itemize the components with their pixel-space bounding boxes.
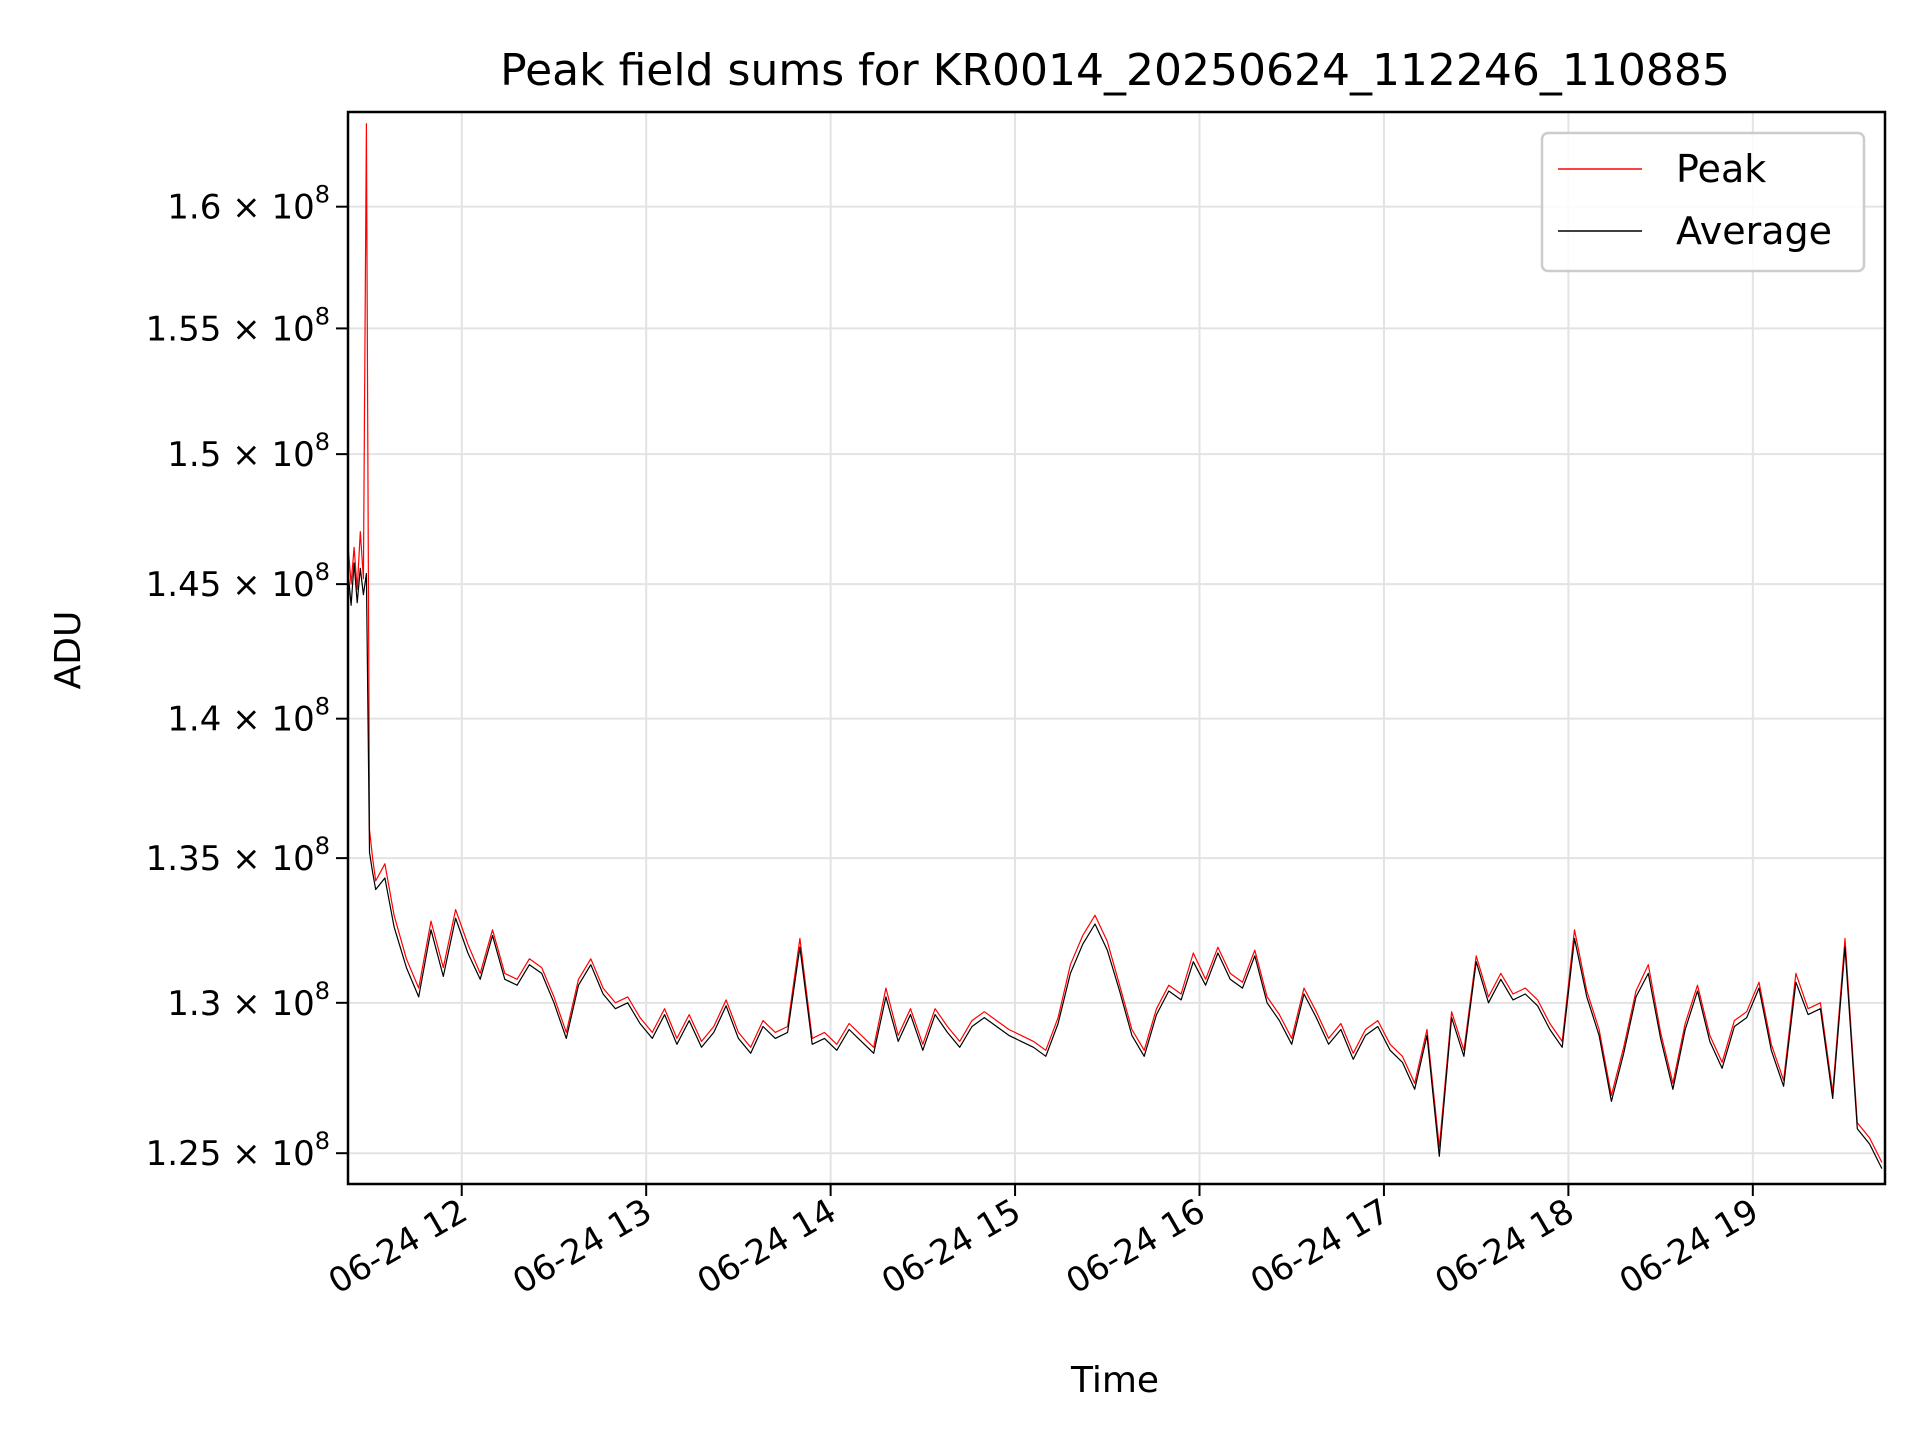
y-tick-label: 1.5 × 108 <box>167 428 330 475</box>
legend-label-peak: Peak <box>1676 147 1766 191</box>
series-line-average <box>348 562 1883 1169</box>
y-tick-mantissa: 1.5 <box>167 435 221 475</box>
y-tick-label: 1.3 × 108 <box>167 977 330 1024</box>
y-tick-times: × 10 <box>221 565 314 605</box>
x-tick-label: 06-24 14 <box>691 1191 843 1302</box>
legend-label-average: Average <box>1676 209 1832 253</box>
x-tick-label: 06-24 19 <box>1613 1191 1765 1302</box>
legend: Peak Average <box>1540 131 1866 273</box>
y-tick-mantissa: 1.4 <box>167 700 221 740</box>
y-tick-mantissa: 1.3 <box>167 984 221 1024</box>
series-lines <box>348 123 1883 1169</box>
x-tick-label: 06-24 18 <box>1428 1191 1580 1302</box>
y-tick-times: × 10 <box>221 984 314 1024</box>
x-tick-label: 06-24 13 <box>506 1191 658 1302</box>
y-tick-label: 1.6 × 108 <box>167 181 330 228</box>
y-tick-mantissa: 1.35 <box>146 839 222 879</box>
y-tick-times: × 10 <box>221 700 314 740</box>
y-tick-times: × 10 <box>221 188 314 228</box>
legend-box <box>1540 131 1866 273</box>
y-tick-mantissa: 1.55 <box>146 309 222 349</box>
y-tick-mantissa: 1.6 <box>167 188 221 228</box>
y-tick-times: × 10 <box>221 1134 314 1174</box>
y-tick-label: 1.25 × 108 <box>146 1127 330 1174</box>
y-tick-times: × 10 <box>221 839 314 879</box>
y-tick-exponent: 8 <box>315 428 330 456</box>
y-tick-exponent: 8 <box>315 302 330 330</box>
y-tick-exponent: 8 <box>315 832 330 860</box>
y-tick-exponent: 8 <box>315 693 330 721</box>
y-tick-times: × 10 <box>221 309 314 349</box>
y-tick-label: 1.35 × 108 <box>146 832 330 879</box>
y-tick-label: 1.55 × 108 <box>146 302 330 349</box>
axis-ticks: 06-24 12 06-24 13 06-24 14 06-24 15 06-24 16… <box>146 181 1766 1303</box>
chart-title: Peak field sums for KR0014_20250624_1122… <box>500 45 1730 96</box>
y-tick-times: × 10 <box>221 435 314 475</box>
plot-frame <box>346 110 1887 1186</box>
y-axis-label: ADU <box>48 611 89 690</box>
y-tick-label: 1.45 × 108 <box>146 558 330 605</box>
y-tick-exponent: 8 <box>315 181 330 209</box>
y-tick-mantissa: 1.45 <box>146 565 222 605</box>
grid-lines <box>348 112 1885 1184</box>
y-tick-exponent: 8 <box>315 558 330 586</box>
x-tick-label: 06-24 16 <box>1060 1191 1212 1302</box>
series-line-peak <box>348 123 1883 1163</box>
x-axis-label: Time <box>1070 1360 1159 1401</box>
y-tick-exponent: 8 <box>315 977 330 1005</box>
x-tick-label: 06-24 15 <box>875 1191 1027 1302</box>
y-tick-exponent: 8 <box>315 1127 330 1155</box>
x-tick-label: 06-24 12 <box>322 1191 474 1302</box>
x-tick-label: 06-24 17 <box>1244 1191 1396 1302</box>
y-tick-mantissa: 1.25 <box>146 1134 222 1174</box>
y-tick-label: 1.4 × 108 <box>167 693 330 740</box>
